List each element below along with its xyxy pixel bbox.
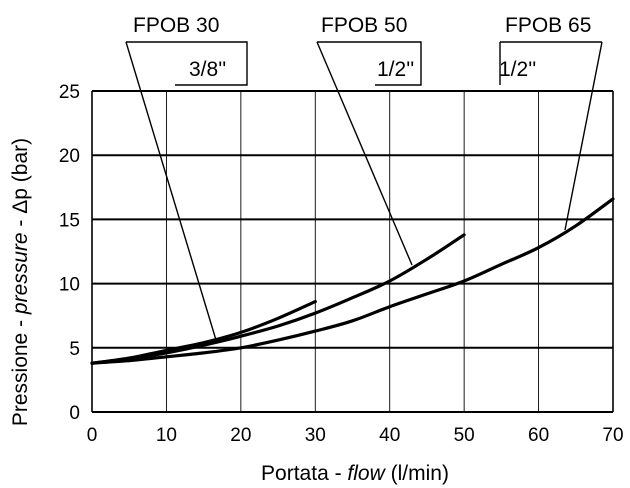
curve-fpob50 — [90, 233, 466, 365]
y-tick-label: 10 — [59, 275, 80, 296]
label-leaders — [125, 41, 603, 341]
grid-lines — [91, 90, 614, 413]
x-tick-label: 10 — [156, 425, 177, 446]
series-name-fpob30: FPOB 30 — [133, 14, 219, 37]
tick-labels: 0 5 10 15 20 25 0 10 20 30 40 50 60 70 — [59, 82, 624, 446]
y-tick-label: 5 — [69, 339, 80, 360]
label-fpob50: FPOB 50 1/2'' — [321, 14, 414, 81]
series-size-fpob30: 3/8'' — [189, 58, 226, 81]
x-axis-label: Portata - flow (l/min) — [261, 462, 449, 485]
label-fpob30: FPOB 30 3/8'' — [133, 14, 226, 81]
label-fpob65: FPOB 65 1/2'' — [499, 14, 591, 81]
curve-fpob65 — [90, 197, 615, 365]
x-tick-label: 0 — [87, 425, 98, 446]
series-name-fpob50: FPOB 50 — [321, 14, 407, 37]
x-tick-label: 50 — [454, 425, 475, 446]
y-axis-label: Pressione - pressure - Δp (bar) — [9, 138, 32, 426]
leader-fpob30 — [125, 41, 248, 341]
x-tick-label: 40 — [379, 425, 400, 446]
x-tick-label: 20 — [230, 425, 251, 446]
x-tick-label: 60 — [528, 425, 549, 446]
x-tick-label: 70 — [602, 425, 623, 446]
y-tick-label: 25 — [59, 82, 80, 103]
series-size-fpob65: 1/2'' — [499, 58, 536, 81]
leader-fpob65 — [499, 41, 603, 231]
series-curves — [90, 197, 615, 365]
y-tick-label: 15 — [59, 210, 80, 231]
y-tick-label: 20 — [59, 146, 80, 167]
series-name-fpob65: FPOB 65 — [505, 14, 591, 37]
series-size-fpob50: 1/2'' — [377, 58, 414, 81]
y-tick-label: 0 — [69, 403, 80, 424]
leader-fpob50 — [316, 41, 422, 266]
x-tick-label: 30 — [305, 425, 326, 446]
